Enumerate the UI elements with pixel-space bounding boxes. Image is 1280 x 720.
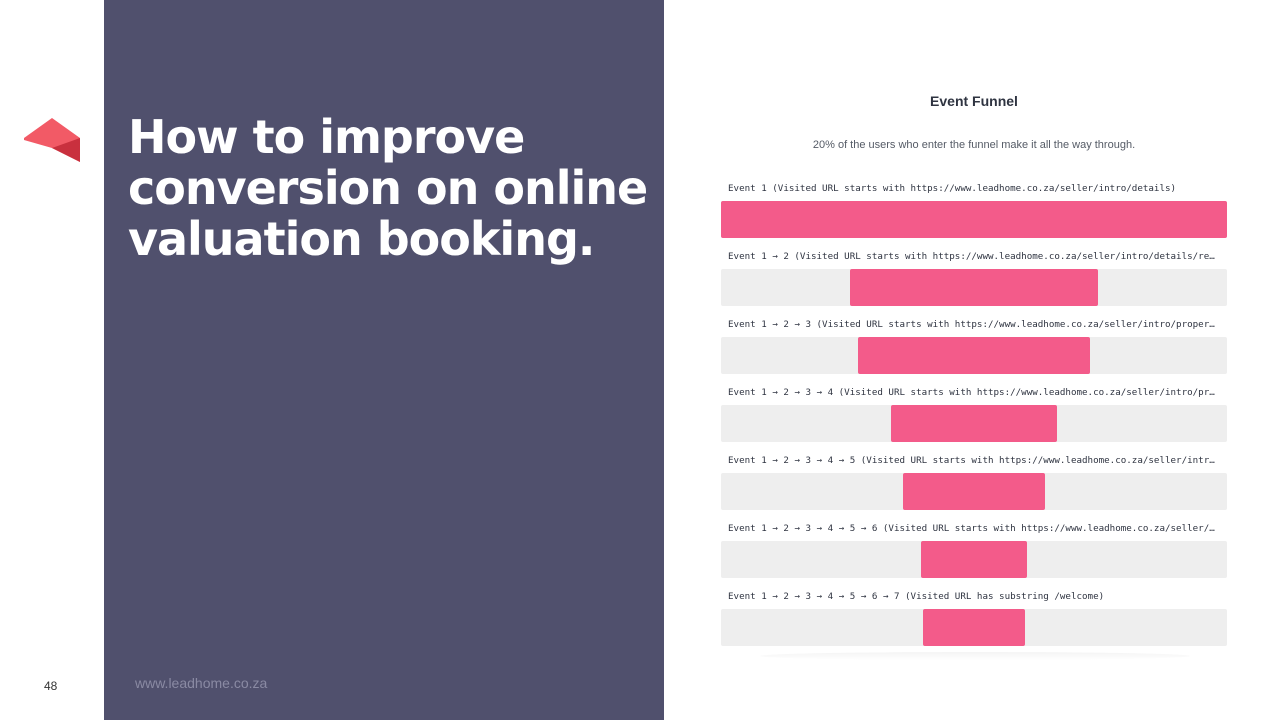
funnel-bar xyxy=(890,405,1058,442)
funnel-bar xyxy=(923,609,1025,646)
funnel-step-label: Event 1 → 2 → 3 (Visited URL starts with… xyxy=(728,319,1220,330)
funnel-step-track xyxy=(721,201,1227,238)
chart-shadow xyxy=(760,652,1190,660)
funnel-step-label: Event 1 → 2 (Visited URL starts with htt… xyxy=(728,251,1220,262)
funnel-bar xyxy=(850,269,1098,306)
slide-headline: How to improve conversion on online valu… xyxy=(128,110,648,266)
title-panel: How to improve conversion on online valu… xyxy=(104,0,664,720)
funnel-step-label: Event 1 (Visited URL starts with https:/… xyxy=(728,183,1177,194)
funnel-bar xyxy=(920,541,1028,578)
funnel-step-track xyxy=(721,473,1227,510)
funnel-step-label: Event 1 → 2 → 3 → 4 → 5 → 6 → 7 (Visited… xyxy=(728,591,1105,602)
funnel-step-track xyxy=(721,609,1227,646)
chart-title: Event Funnel xyxy=(930,93,1018,109)
event-funnel-chart: Event Funnel 20% of the users who enter … xyxy=(720,0,1228,720)
funnel-step-track xyxy=(721,269,1227,306)
funnel-step-track xyxy=(721,405,1227,442)
funnel-step-track xyxy=(721,541,1227,578)
funnel-step-label: Event 1 → 2 → 3 → 4 (Visited URL starts … xyxy=(728,387,1220,398)
funnel-bar xyxy=(721,201,1227,238)
funnel-step-label: Event 1 → 2 → 3 → 4 → 5 (Visited URL sta… xyxy=(728,455,1220,466)
chart-subtitle: 20% of the users who enter the funnel ma… xyxy=(812,139,1136,151)
leadhome-roof-icon xyxy=(24,118,80,162)
funnel-step-track xyxy=(721,337,1227,374)
funnel-bar xyxy=(903,473,1045,510)
funnel-step-label: Event 1 → 2 → 3 → 4 → 5 → 6 (Visited URL… xyxy=(728,523,1220,534)
website-url: www.leadhome.co.za xyxy=(135,675,268,691)
page-number: 48 xyxy=(44,679,58,693)
funnel-bar xyxy=(857,337,1091,374)
